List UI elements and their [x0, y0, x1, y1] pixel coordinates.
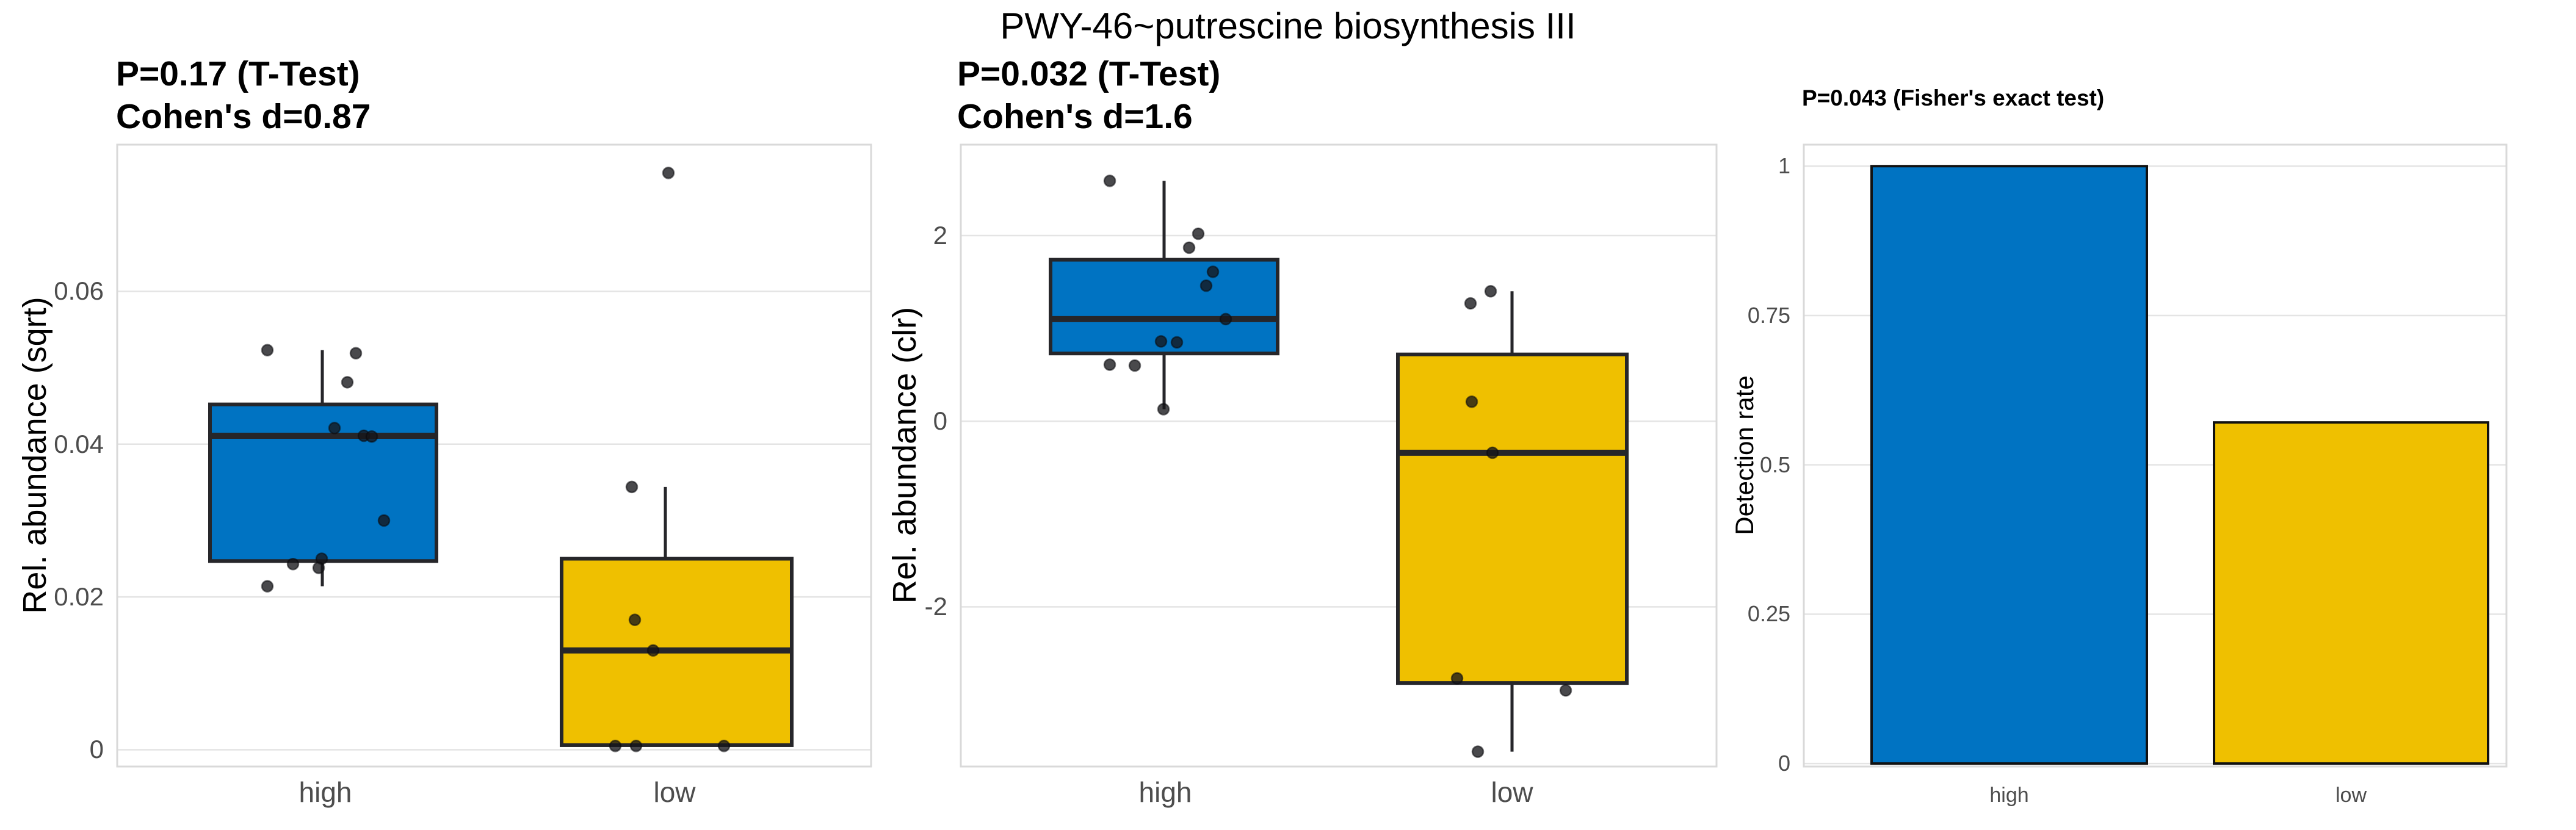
data-point-high — [1182, 241, 1196, 254]
panel1-subtitle-line2: Cohen's d=0.87 — [116, 97, 371, 136]
data-point-low — [646, 644, 660, 657]
data-point-high — [1128, 359, 1141, 372]
data-point-high — [1219, 312, 1232, 326]
y-tick-label: 0.02 — [54, 582, 104, 612]
data-point-high — [349, 347, 363, 360]
y-tick-label: -2 — [924, 592, 947, 621]
data-point-high — [261, 344, 274, 356]
x-category-label-high: high — [1138, 776, 1192, 808]
x-category-label-high: high — [298, 776, 352, 808]
panel3-subtitle: P=0.043 (Fisher's exact test) — [1802, 84, 2104, 112]
y-tick-label: 2 — [933, 221, 947, 250]
data-point-high — [365, 430, 378, 443]
box-high — [208, 402, 438, 563]
y-tick-label: 0.75 — [1747, 302, 1790, 328]
data-point-low — [1471, 745, 1485, 758]
data-point-low — [625, 480, 639, 494]
data-point-low — [717, 739, 731, 752]
panel-border — [116, 143, 872, 768]
panel2-subtitle-line1: P=0.032 (T-Test) — [957, 54, 1221, 93]
bar-high — [1870, 165, 2148, 765]
panel2-subtitle: P=0.032 (T-Test) Cohen's d=1.6 — [957, 52, 1220, 138]
data-point-high — [1206, 265, 1220, 278]
data-point-low — [628, 613, 642, 626]
y-tick-label: 0 — [89, 735, 104, 764]
x-category-label-low: low — [2335, 784, 2367, 807]
x-category-label-high: high — [1989, 784, 2029, 807]
data-point-high — [261, 580, 274, 593]
panel3-subtitle-line1: P=0.043 (Fisher's exact test) — [1802, 85, 2105, 110]
y-tick-label: 0.04 — [54, 429, 104, 458]
data-point-high — [1154, 335, 1168, 348]
panel-border — [1803, 143, 2508, 768]
y-tick-label: 0.5 — [1759, 452, 1790, 477]
data-point-high — [312, 561, 325, 574]
data-point-low — [662, 167, 675, 179]
box-low — [1396, 352, 1629, 685]
bar-low — [2213, 421, 2489, 765]
data-point-high — [377, 514, 391, 527]
data-point-low — [1465, 395, 1478, 408]
y-tick-label: 0.06 — [54, 276, 104, 306]
data-point-low — [1464, 297, 1477, 310]
data-point-high — [1103, 175, 1116, 187]
data-point-low — [1484, 285, 1497, 298]
data-point-low — [1486, 446, 1499, 460]
data-point-high — [1157, 403, 1170, 416]
y-tick-label: 0.25 — [1747, 601, 1790, 627]
x-category-label-low: low — [1491, 776, 1533, 808]
data-point-low — [1450, 672, 1464, 685]
data-point-low — [1559, 684, 1572, 697]
data-point-high — [1199, 279, 1213, 292]
page-title: PWY-46~putrescine biosynthesis III — [1000, 5, 1576, 46]
panel-border — [960, 143, 1718, 768]
panel2-subtitle-line2: Cohen's d=1.6 — [957, 97, 1193, 136]
data-point-high — [286, 558, 300, 571]
data-point-high — [1192, 227, 1205, 240]
y-tick-label: 1 — [1778, 153, 1790, 179]
panel1-subtitle-line1: P=0.17 (T-Test) — [116, 54, 360, 93]
data-point-low — [609, 739, 622, 752]
y-tick-label: 0 — [933, 406, 947, 436]
panel1-subtitle: P=0.17 (T-Test) Cohen's d=0.87 — [116, 52, 371, 138]
data-point-high — [328, 422, 341, 435]
x-category-label-low: low — [653, 776, 696, 808]
y-tick-label: 0 — [1778, 751, 1790, 776]
data-point-high — [1170, 336, 1184, 349]
data-point-low — [629, 739, 643, 752]
data-point-high — [341, 376, 354, 389]
data-point-high — [1103, 358, 1116, 371]
